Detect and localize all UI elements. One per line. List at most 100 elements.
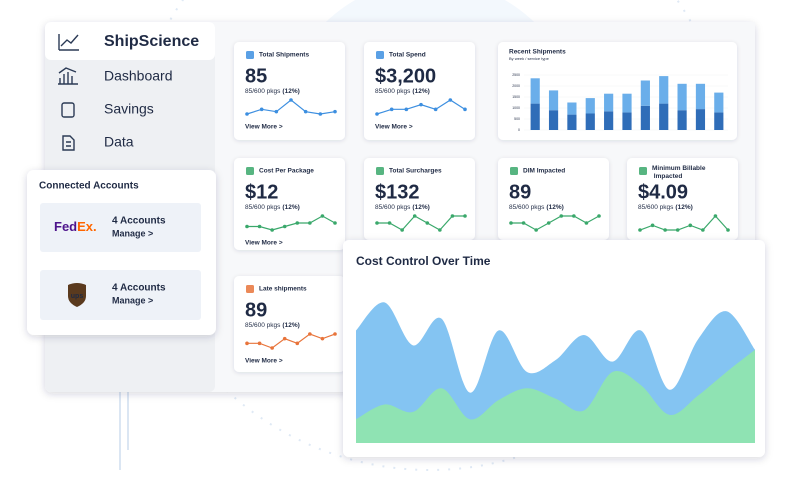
card-value: $4.09 — [638, 181, 688, 203]
card-detail: 85/600 pkgs (12%) — [375, 204, 430, 211]
area-chart — [356, 302, 755, 443]
spark-point — [404, 107, 409, 112]
spark-point — [308, 221, 312, 225]
bar-chart: 0 500 1000 1500 2000 2500 — [512, 73, 728, 132]
detail-text: 85/600 pkgs — [245, 322, 281, 329]
spark-point — [650, 223, 655, 228]
view-more-link[interactable]: View More > — [375, 124, 413, 131]
kpi-card — [234, 276, 345, 372]
bar-segment — [604, 111, 614, 130]
icons — [58, 34, 79, 151]
detail-text: 85/600 pkgs — [509, 204, 545, 211]
spark-point — [463, 214, 467, 218]
chart-subtitle: By week / service type — [509, 56, 550, 61]
sparkline — [247, 215, 336, 231]
detail-pct: (12%) — [282, 322, 299, 329]
card-icon — [246, 285, 254, 293]
spark-point — [412, 214, 417, 218]
view-more-link[interactable]: View More > — [245, 240, 283, 247]
card-value: $132 — [375, 181, 420, 203]
dashboard-icon — [58, 67, 78, 85]
chart-title: Recent Shipments — [509, 49, 566, 56]
logo-icon — [58, 34, 79, 51]
detail-text: 85/600 pkgs — [245, 88, 281, 95]
manage-link[interactable]: Manage > — [112, 295, 153, 305]
detail-text: 85/600 pkgs — [375, 88, 411, 95]
card-detail: 85/600 pkgs (12%) — [509, 204, 564, 211]
spark-point — [295, 341, 300, 346]
bar-segment — [604, 93, 614, 112]
y-tick-label: 1000 — [512, 106, 520, 110]
spark-point — [675, 228, 680, 232]
bar-segment — [530, 103, 540, 130]
brand-bar — [45, 22, 215, 60]
spark-point — [425, 221, 430, 225]
spark-point — [308, 332, 312, 336]
spark-point — [282, 224, 287, 229]
card-title: Late shipments — [259, 286, 307, 293]
card-value: 85 — [245, 65, 267, 87]
account-count: 4 Accounts — [112, 283, 166, 294]
spark-point — [597, 214, 601, 218]
y-tick-label: 500 — [514, 117, 520, 121]
card-icon — [376, 51, 384, 59]
ups-logo: ups — [71, 293, 84, 300]
spark-point — [257, 341, 262, 346]
spark-point — [320, 336, 325, 341]
bar-segment — [714, 92, 724, 113]
bar-segment — [585, 113, 595, 130]
spark-point — [448, 98, 453, 102]
spark-point — [509, 221, 513, 225]
card-detail: 85/600 pkgs (12%) — [638, 204, 693, 211]
carrier-card[interactable] — [40, 270, 201, 320]
card-icon — [246, 167, 254, 175]
kpi-card — [627, 158, 738, 240]
spark-point — [375, 221, 379, 225]
spark-point — [245, 224, 249, 229]
logo-part: Fed — [54, 219, 77, 234]
spark-point — [713, 214, 718, 218]
manage-link[interactable]: Manage > — [112, 228, 153, 238]
y-tick-label: 0 — [518, 128, 520, 132]
card-title: Cost Per Package — [259, 168, 314, 175]
nav-item[interactable]: Savings — [104, 101, 154, 117]
spark-point — [546, 221, 551, 225]
spark-point — [663, 228, 667, 232]
detail-pct: (12%) — [282, 204, 299, 211]
spark-point — [438, 228, 442, 232]
sparkline — [377, 215, 465, 231]
detail-pct: (12%) — [546, 204, 563, 211]
spark-point — [463, 107, 467, 112]
bar-segment — [695, 83, 706, 110]
spark-point — [259, 107, 264, 112]
spark-point — [320, 214, 325, 218]
kpi-card — [234, 42, 345, 140]
card-detail: 85/600 pkgs (12%) — [245, 204, 300, 211]
sparkline — [247, 333, 336, 349]
spark-point — [270, 346, 274, 350]
card-icon — [246, 51, 254, 59]
carrier-card[interactable] — [40, 203, 201, 252]
view-more-link[interactable]: View More > — [245, 358, 283, 365]
nav-item[interactable]: Data — [104, 134, 134, 150]
spark-point — [450, 214, 455, 218]
card-title: Minimum Billable Impacted — [652, 165, 706, 180]
spark-point — [389, 107, 394, 112]
bar-segment — [548, 90, 559, 111]
card-title: Total Surcharges — [389, 168, 442, 175]
card-value: $12 — [245, 181, 278, 203]
spark-point — [257, 224, 262, 229]
spark-point — [303, 109, 308, 114]
spark-point — [282, 336, 287, 341]
spark-point — [245, 112, 249, 116]
bar-segment — [530, 78, 540, 104]
nav-item[interactable]: Dashboard — [104, 68, 173, 84]
view-more-link[interactable]: View More > — [245, 124, 283, 131]
spark-point — [688, 223, 693, 228]
card-title: DIM Impacted — [523, 168, 565, 175]
spark-point — [333, 109, 337, 114]
spark-point — [245, 341, 249, 346]
bar-segment — [567, 102, 577, 115]
